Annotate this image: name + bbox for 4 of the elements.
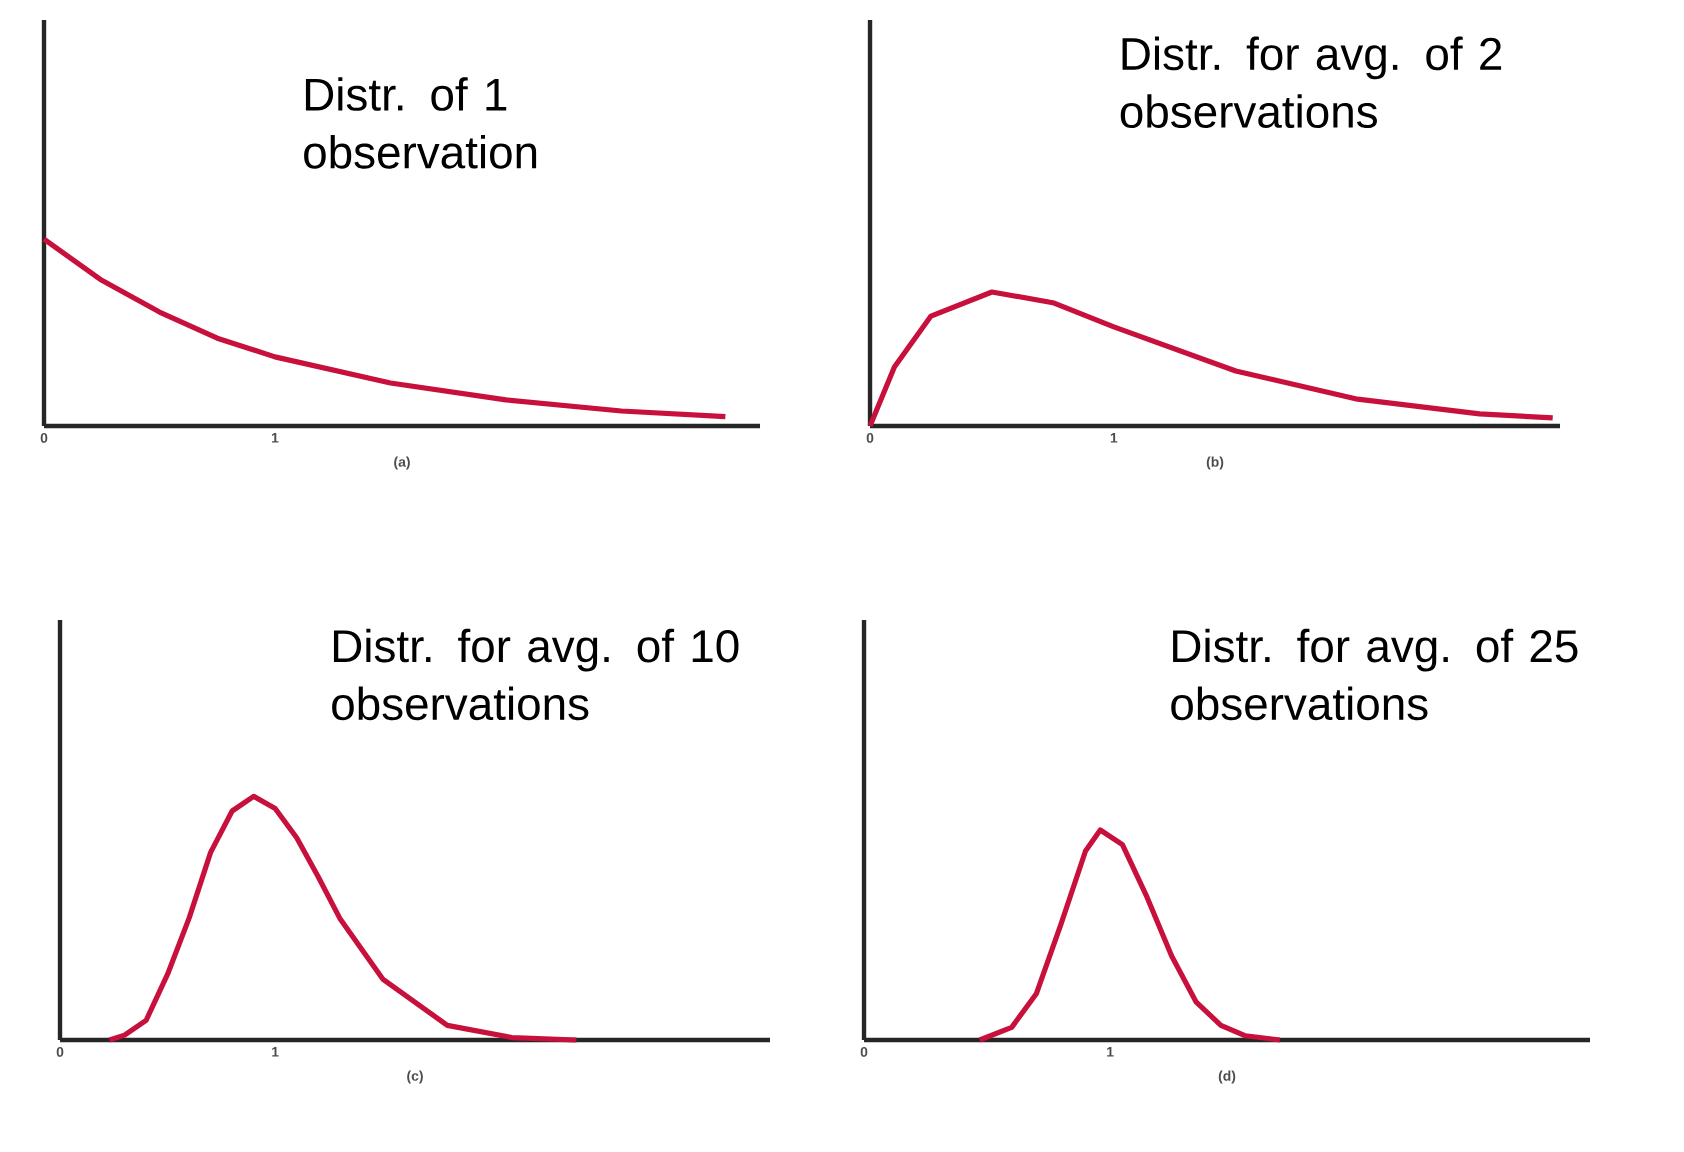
text: Distr. for avg. of 2 observations [1120,36,1502,129]
text: Distr. for avg. of 25 observations [1171,628,1578,721]
text: Distr. of 1 observation [304,77,537,169]
text: Distr. for avg. of 10 observations [332,628,739,721]
